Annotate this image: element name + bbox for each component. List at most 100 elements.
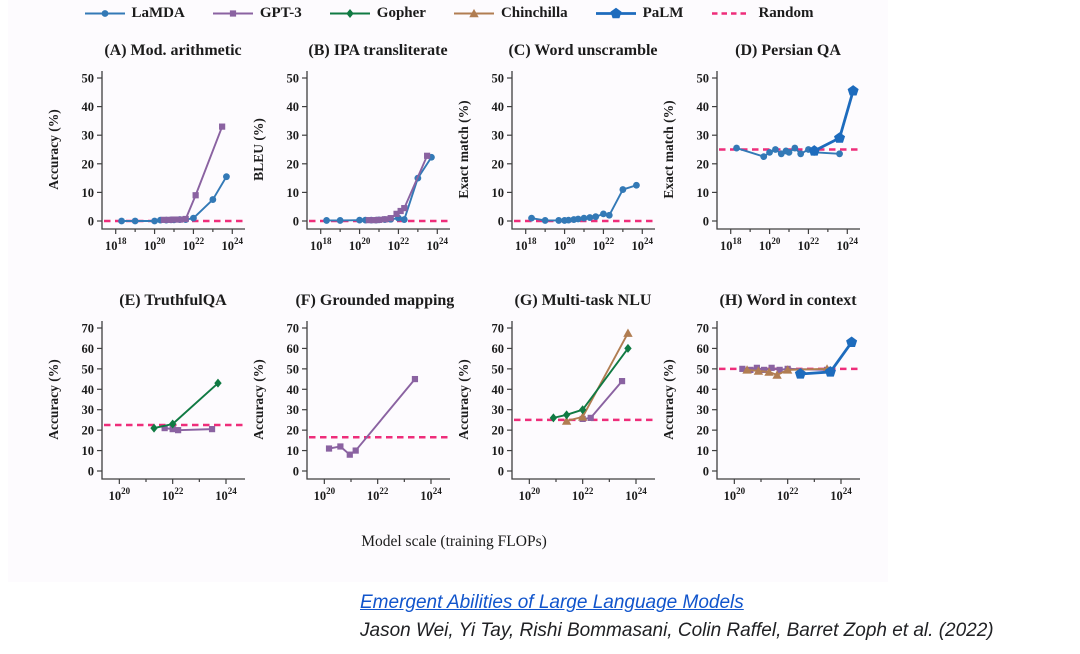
svg-text:30: 30 [492, 129, 505, 143]
svg-text:70: 70 [82, 322, 95, 336]
svg-text:10: 10 [82, 186, 95, 200]
legend-item-chinchilla: Chinchilla [452, 5, 568, 22]
citation: Emergent Abilities of Large Language Mod… [360, 590, 994, 643]
svg-text:30: 30 [82, 403, 95, 417]
svg-text:60: 60 [492, 342, 505, 356]
panel-title: (A) Mod. arithmetic [104, 42, 241, 59]
svg-text:1018: 1018 [515, 236, 537, 253]
svg-text:1022: 1022 [593, 236, 615, 253]
svg-text:70: 70 [287, 322, 300, 336]
panel-title: (G) Multi-task NLU [515, 292, 652, 309]
svg-text:0: 0 [88, 465, 94, 479]
svg-text:1022: 1022 [367, 486, 389, 503]
svg-text:1020: 1020 [519, 486, 541, 503]
panel-ylabel: Exact match (%) [661, 100, 676, 198]
svg-text:1024: 1024 [427, 236, 449, 253]
svg-text:1024: 1024 [837, 236, 859, 253]
pentagon-marker-icon [595, 7, 636, 19]
svg-text:0: 0 [88, 215, 94, 229]
svg-text:20: 20 [287, 424, 300, 438]
svg-text:1022: 1022 [572, 486, 594, 503]
svg-text:30: 30 [492, 403, 505, 417]
svg-text:1022: 1022 [798, 236, 820, 253]
panel-ylabel: Accuracy (%) [661, 359, 676, 440]
svg-text:0: 0 [703, 215, 709, 229]
svg-text:1020: 1020 [349, 236, 371, 253]
panel-ylabel: BLEU (%) [251, 118, 266, 181]
svg-text:50: 50 [697, 362, 710, 376]
svg-text:50: 50 [82, 72, 95, 86]
svg-text:40: 40 [697, 383, 710, 397]
panel-title: (D) Persian QA [735, 42, 841, 59]
svg-text:1018: 1018 [105, 236, 127, 253]
svg-text:40: 40 [492, 383, 505, 397]
svg-text:1022: 1022 [388, 236, 410, 253]
svg-text:10: 10 [287, 444, 300, 458]
circle-marker-icon [84, 10, 125, 17]
x-axis-label: Model scale (training FLOPs) [361, 533, 547, 550]
svg-text:40: 40 [697, 100, 710, 114]
svg-text:1024: 1024 [632, 236, 654, 253]
legend-item-lamda: LaMDA [83, 5, 185, 22]
svg-text:1020: 1020 [109, 486, 131, 503]
svg-text:1018: 1018 [310, 236, 332, 253]
legend-item-gopher: Gopher [328, 5, 426, 22]
svg-text:50: 50 [492, 362, 505, 376]
svg-text:20: 20 [697, 157, 710, 171]
triangle-marker-icon [453, 8, 494, 18]
legend-item-palm: PaLM [594, 5, 684, 22]
svg-text:1024: 1024 [830, 486, 852, 503]
svg-text:0: 0 [293, 465, 299, 479]
svg-text:1018: 1018 [720, 236, 742, 253]
panel-title: (H) Word in context [719, 292, 857, 309]
svg-text:70: 70 [492, 322, 505, 336]
svg-text:40: 40 [287, 100, 300, 114]
svg-text:10: 10 [492, 444, 505, 458]
svg-text:40: 40 [82, 100, 95, 114]
svg-text:30: 30 [697, 403, 710, 417]
panel-ylabel: Exact match (%) [456, 100, 471, 198]
figure-legend: LaMDA GPT-3 Gopher Chinchilla PaLM Random [8, 5, 888, 22]
svg-text:1022: 1022 [162, 486, 184, 503]
legend-label: LaMDA [131, 5, 185, 21]
svg-text:30: 30 [697, 129, 710, 143]
svg-text:20: 20 [492, 424, 505, 438]
svg-text:20: 20 [697, 424, 710, 438]
panel-ylabel: Accuracy (%) [251, 359, 266, 440]
svg-text:0: 0 [293, 215, 299, 229]
square-marker-icon [212, 10, 253, 17]
svg-text:50: 50 [492, 72, 505, 86]
panel-ylabel: Accuracy (%) [46, 109, 61, 190]
svg-text:1020: 1020 [759, 236, 781, 253]
svg-text:1024: 1024 [215, 486, 237, 503]
svg-text:1020: 1020 [144, 236, 166, 253]
svg-text:1024: 1024 [222, 236, 244, 253]
panel-title: (F) Grounded mappings [295, 292, 454, 309]
svg-text:0: 0 [703, 465, 709, 479]
svg-text:1022: 1022 [777, 486, 799, 503]
svg-text:40: 40 [287, 383, 300, 397]
svg-text:1022: 1022 [183, 236, 205, 253]
citation-link[interactable]: Emergent Abilities of Large Language Mod… [360, 592, 744, 613]
svg-text:10: 10 [492, 186, 505, 200]
svg-text:30: 30 [82, 129, 95, 143]
panel-title: (B) IPA transliterate [308, 42, 447, 59]
svg-text:60: 60 [82, 342, 95, 356]
svg-text:50: 50 [697, 72, 710, 86]
paper-figure: LaMDA GPT-3 Gopher Chinchilla PaLM Random (A)… [8, 0, 888, 582]
svg-text:20: 20 [287, 157, 300, 171]
panel-title: (E) TruthfulQA [119, 292, 227, 309]
svg-text:30: 30 [287, 403, 300, 417]
legend-label: PaLM [642, 5, 684, 21]
svg-text:50: 50 [287, 72, 300, 86]
svg-text:10: 10 [697, 186, 710, 200]
svg-text:1020: 1020 [724, 486, 746, 503]
svg-text:60: 60 [697, 342, 710, 356]
svg-text:1024: 1024 [625, 486, 647, 503]
dashed-line-icon [712, 12, 751, 15]
